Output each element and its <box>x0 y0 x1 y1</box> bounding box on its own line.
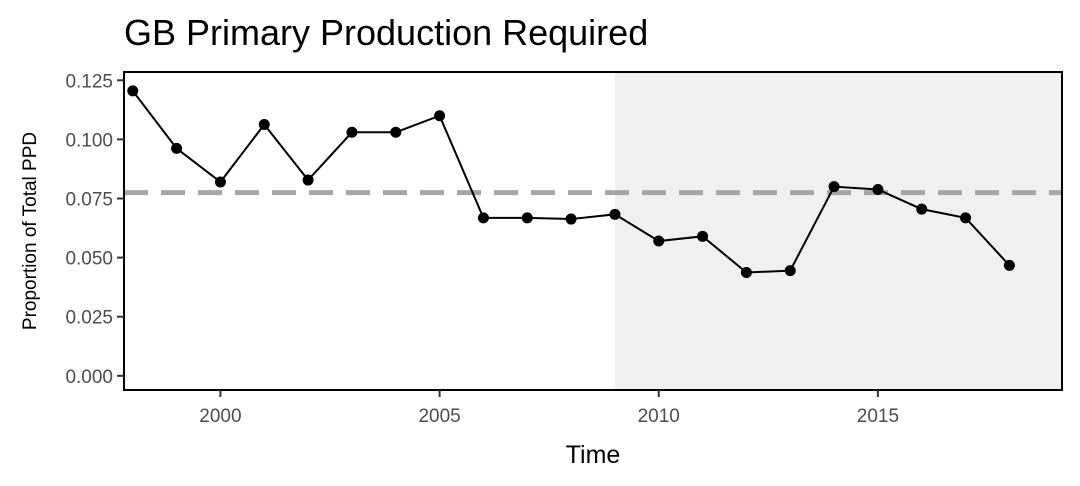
y-tick-label: 0.025 <box>65 308 113 329</box>
y-tick-label: 0.000 <box>65 367 113 388</box>
y-tick-label: 0.050 <box>65 249 113 270</box>
data-point <box>258 118 270 130</box>
data-point <box>740 266 752 278</box>
data-point <box>521 212 533 224</box>
x-tick-label: 2000 <box>199 406 241 427</box>
data-point <box>609 208 621 220</box>
data-point <box>565 213 577 225</box>
x-tick-label: 2005 <box>418 406 460 427</box>
data-point <box>171 142 183 154</box>
data-point <box>390 126 402 138</box>
chart-title: GB Primary Production Required <box>124 12 649 53</box>
y-tick-label: 0.100 <box>65 130 113 151</box>
data-point <box>784 265 796 277</box>
plot-background-layer <box>614 72 1062 390</box>
y-tick-label: 0.125 <box>65 71 113 92</box>
axes-layer: 2000 2005 2010 2015 0.000 0.025 0.050 0.075 0.10… <box>65 71 1063 427</box>
data-point <box>872 184 884 196</box>
data-point <box>214 176 226 188</box>
data-point <box>1003 259 1015 271</box>
shaded-region <box>614 72 1062 390</box>
data-point <box>434 110 446 122</box>
data-point <box>477 212 489 224</box>
data-point <box>960 212 972 224</box>
x-axis-title: Time <box>566 441 621 469</box>
x-tick-label: 2010 <box>638 406 680 427</box>
data-point <box>127 85 139 97</box>
data-point <box>302 174 314 186</box>
data-point <box>916 203 928 215</box>
series-layer <box>127 85 1015 278</box>
plot-panel-border <box>123 71 1063 391</box>
data-point <box>346 126 358 138</box>
data-point <box>697 230 709 242</box>
x-tick-label: 2015 <box>857 406 899 427</box>
y-axis-title: Proportion of Total PPD <box>20 132 41 330</box>
data-point <box>828 181 840 193</box>
data-point <box>653 235 665 247</box>
y-tick-label: 0.075 <box>65 189 113 210</box>
